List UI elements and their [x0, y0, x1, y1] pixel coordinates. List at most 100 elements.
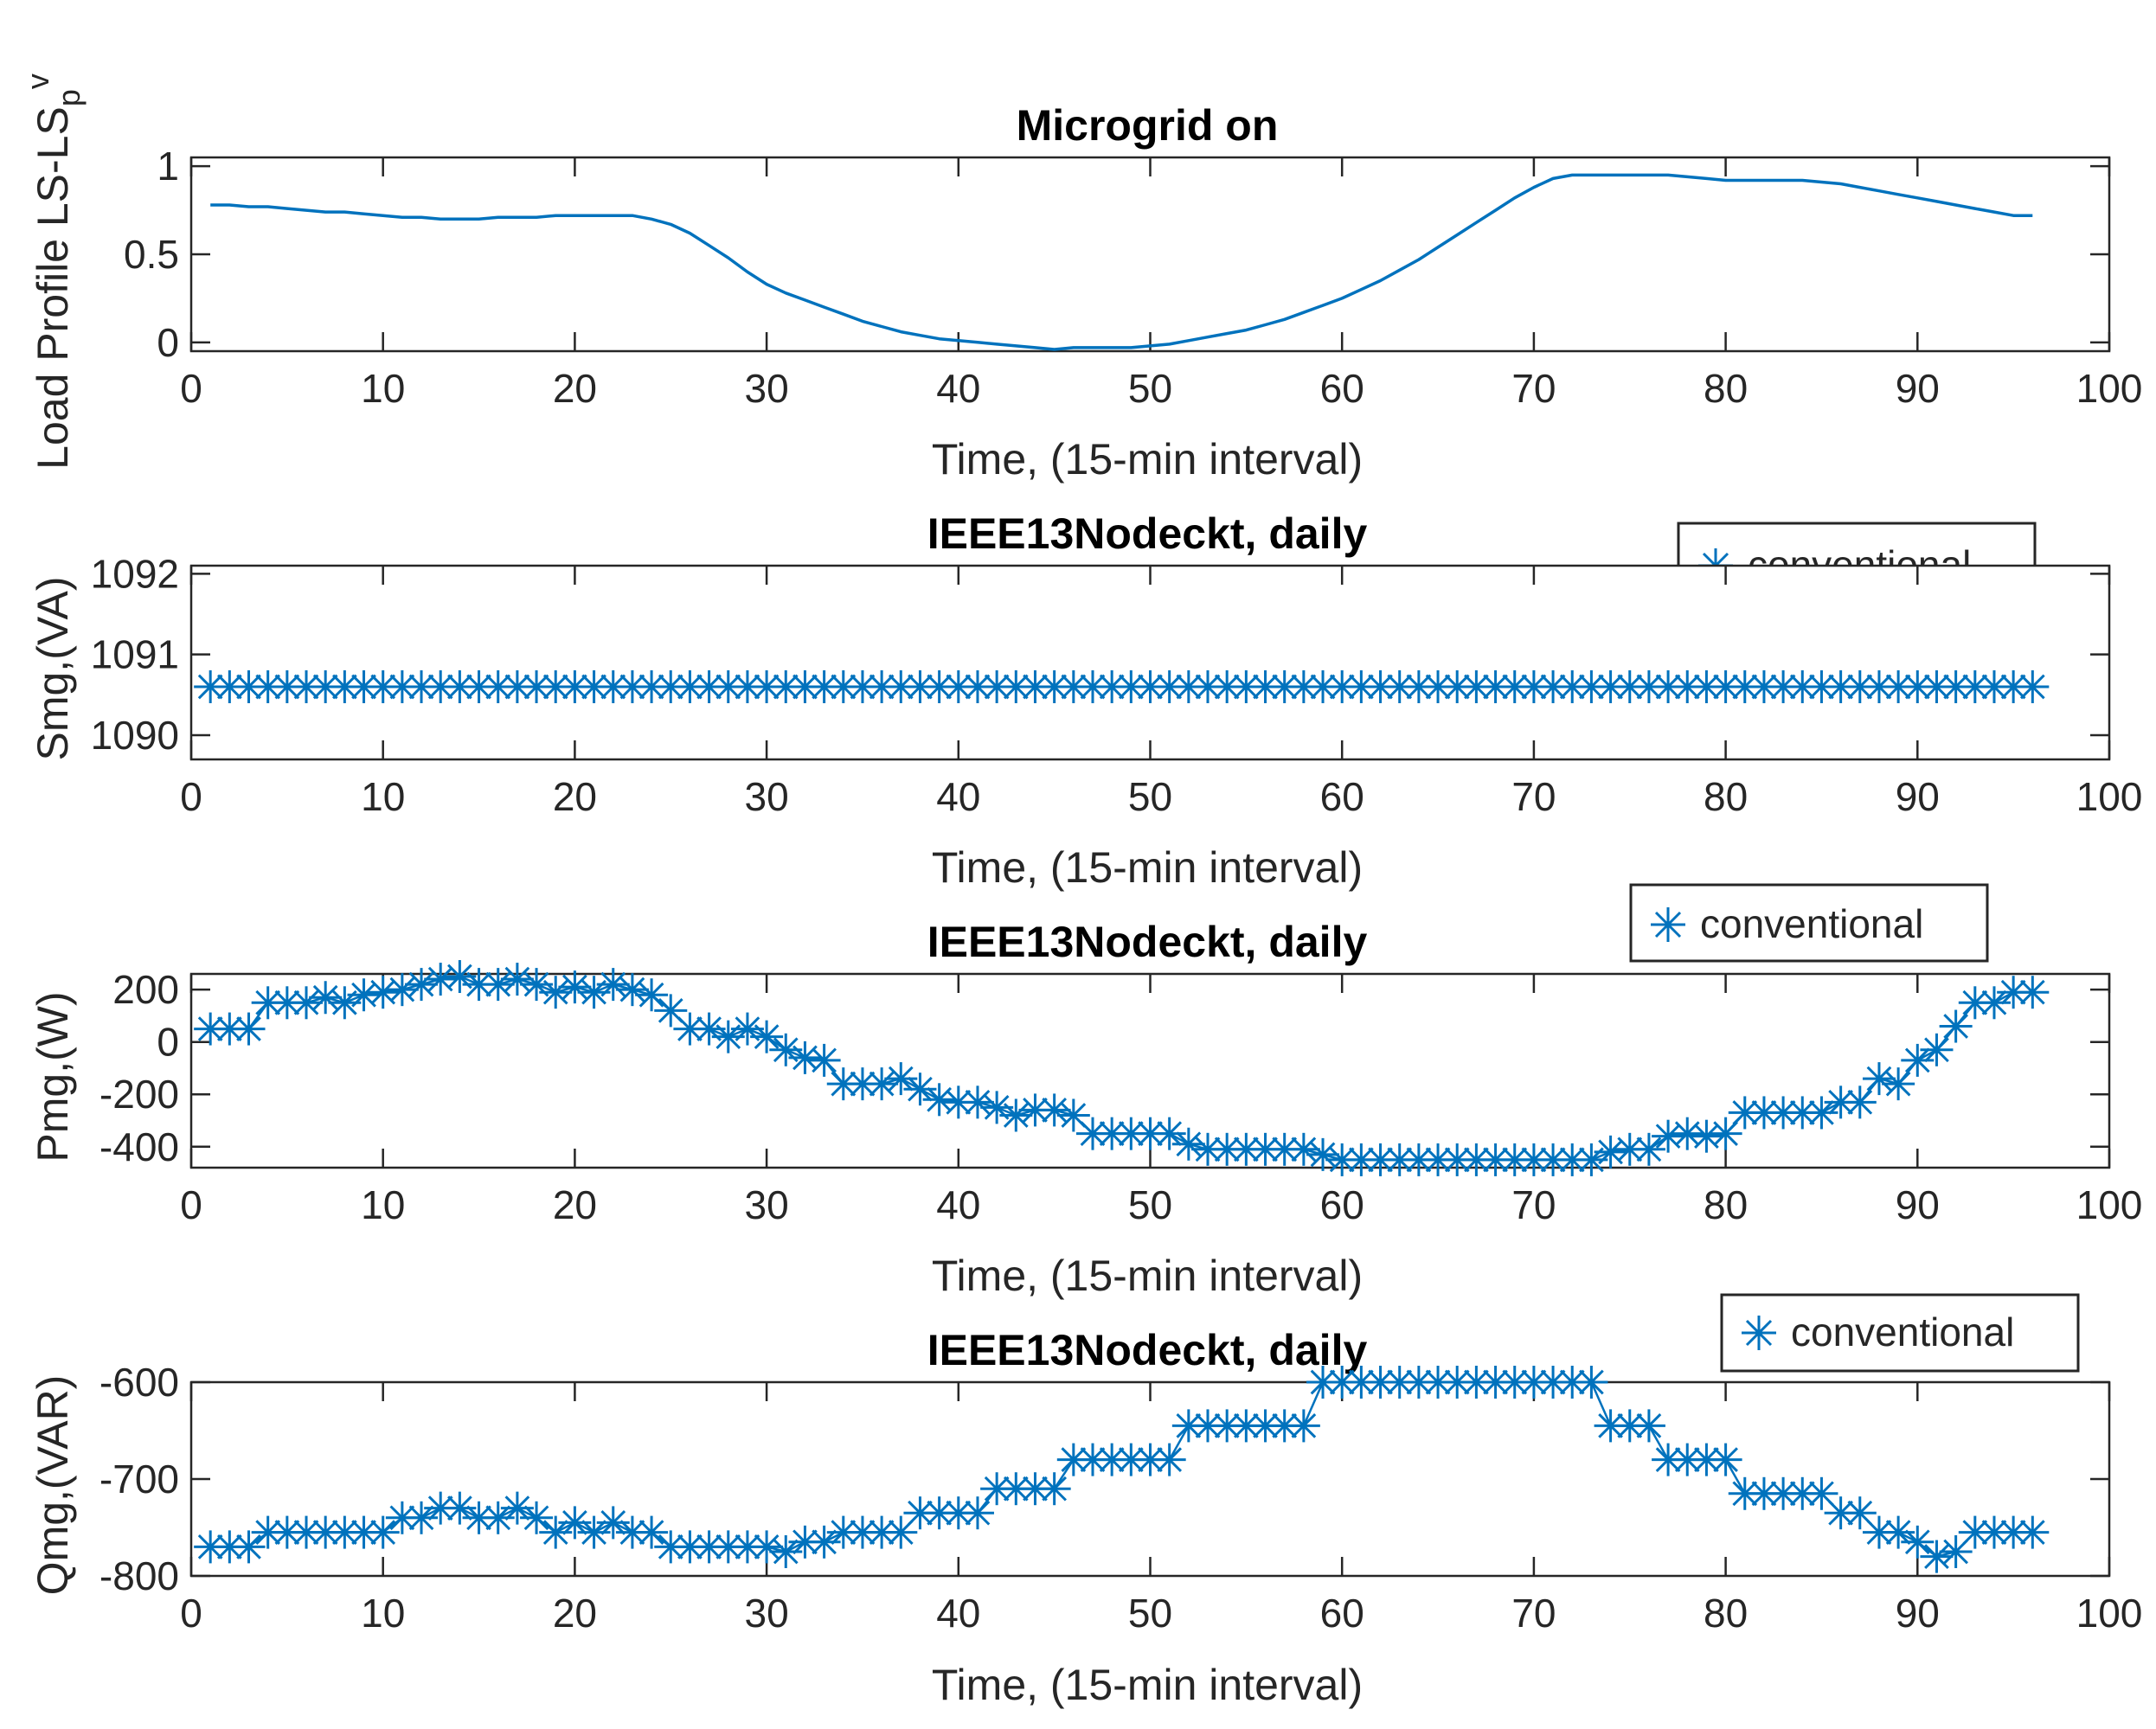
panel-qmg: IEEE13Nodeckt, daily Time, (15-min inter… [29, 1293, 2080, 1709]
data-point [2016, 670, 2050, 703]
x-tick-label: 60 [1320, 366, 1364, 411]
y-tick-label: -200 [99, 1072, 179, 1117]
x-tick-label: 30 [745, 366, 789, 411]
data-point [1728, 1096, 1761, 1130]
data-point [769, 1535, 803, 1568]
data-point [845, 670, 879, 703]
data-point [1344, 1366, 1378, 1399]
data-point [270, 1515, 304, 1549]
data-point [424, 963, 458, 996]
data-point [1095, 1443, 1129, 1476]
x-tick-label: 40 [936, 1591, 980, 1636]
data-point [1862, 1062, 1896, 1096]
data-point [500, 670, 534, 703]
data-point [309, 981, 343, 1015]
x-tick-label: 40 [936, 366, 980, 411]
x-tick-label: 90 [1896, 366, 1940, 411]
data-point [1095, 1117, 1129, 1150]
data-point [1402, 670, 1435, 703]
panel-title: IEEE13Nodeckt, daily [927, 918, 1368, 966]
data-point [1997, 670, 2031, 703]
data-point [1786, 1476, 1819, 1510]
data-point [1287, 1132, 1320, 1166]
data-point [1344, 670, 1378, 703]
x-tick-label: 100 [2076, 1591, 2143, 1636]
data-point [1325, 1366, 1359, 1399]
data-point [635, 978, 669, 1012]
panel-load-profile: Microgrid on Time, (15-min interval) Loa… [20, 74, 1363, 483]
data-point [635, 670, 669, 703]
y-tick-label: 1091 [91, 632, 179, 677]
data-point [1709, 1443, 1742, 1476]
data-point [1383, 1366, 1416, 1399]
data-point [1728, 1476, 1761, 1510]
data-point [232, 1012, 266, 1046]
y-tick-label: -600 [99, 1360, 179, 1405]
data-point [596, 968, 630, 1002]
data-point [1843, 1496, 1877, 1530]
data-point [1171, 1127, 1205, 1161]
data-point [481, 968, 515, 1002]
x-tick-label: 20 [553, 774, 597, 819]
x-tick-label: 70 [1511, 1591, 1556, 1636]
data-point [520, 968, 554, 1002]
y-tick-label: 1 [157, 144, 179, 189]
data-point [270, 670, 304, 703]
data-point [1364, 1366, 1397, 1399]
data-point [615, 973, 649, 1007]
y-tick-label: -400 [99, 1124, 179, 1169]
x-tick-label: 90 [1896, 1591, 1940, 1636]
data-point [1958, 670, 1992, 703]
x-tick-label: 10 [361, 366, 405, 411]
data-point [481, 1501, 515, 1534]
data-point [1939, 1009, 1973, 1043]
x-tick-label: 40 [936, 774, 980, 819]
x-tick-label: 0 [180, 1591, 202, 1636]
x-tick-label: 20 [553, 1591, 597, 1636]
plot-4: 0 10 20 30 40 50 60 70 80 90 100 -800 -700 -600 [99, 1360, 2142, 1636]
x-tick-label: 30 [745, 774, 789, 819]
data-point [1901, 1525, 1935, 1559]
data-point [1901, 1043, 1935, 1077]
x-tick-label: 30 [745, 1182, 789, 1227]
data-point [960, 1496, 994, 1530]
legend-label: conventional [1791, 1310, 2014, 1354]
data-point [654, 670, 688, 703]
y-tick-label: -700 [99, 1457, 179, 1502]
data-point [251, 670, 285, 703]
y-tick-label: 1090 [91, 713, 179, 758]
data-point [1152, 1117, 1186, 1150]
data-point [1977, 1515, 2011, 1549]
axes-box [189, 156, 2111, 353]
data-point [232, 1530, 266, 1564]
data-point [385, 1501, 419, 1534]
legend: conventional [1720, 1293, 2080, 1373]
data-point [788, 670, 822, 703]
data-point [1882, 670, 1915, 703]
data-point [673, 1530, 707, 1564]
y-axis-label: Pmg,(W) [29, 991, 77, 1162]
data-point [1882, 1067, 1915, 1101]
data-point [1498, 1366, 1531, 1399]
data-point [1997, 976, 2031, 1009]
x-tick-label: 70 [1511, 774, 1556, 819]
series-line [210, 173, 2033, 351]
y-tick-label: -800 [99, 1553, 179, 1598]
data-point [1939, 1535, 1973, 1568]
data-point [1805, 1476, 1838, 1510]
data-point [1383, 670, 1416, 703]
x-tick-label: 10 [361, 1591, 405, 1636]
data-point [1402, 1143, 1435, 1176]
data-point [999, 1098, 1033, 1132]
y-axis-label-subscript: p [51, 89, 87, 106]
data-point [960, 1085, 994, 1119]
x-tick-label: 70 [1511, 1182, 1556, 1227]
axes-box [189, 564, 2111, 761]
x-tick-label: 80 [1704, 1182, 1748, 1227]
x-tick-label: 20 [553, 366, 597, 411]
data-point [865, 1067, 899, 1101]
data-point [1901, 670, 1935, 703]
data-point [1652, 1443, 1685, 1476]
data-point [385, 670, 419, 703]
